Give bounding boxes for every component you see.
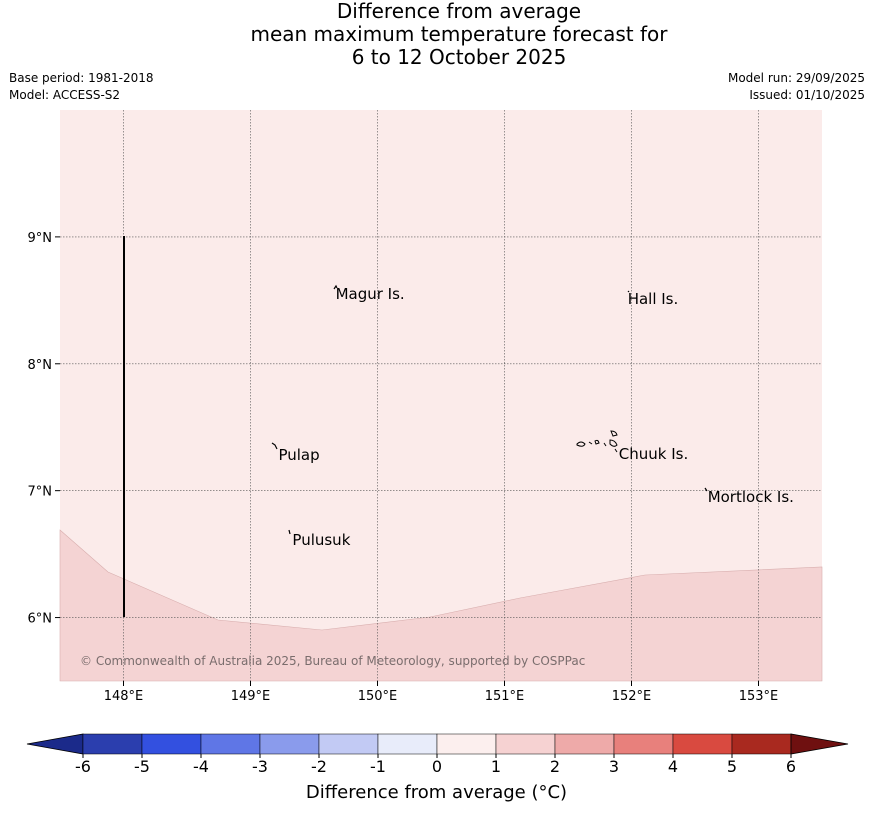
colorbar-tick-label: -5 (134, 757, 150, 776)
colorbar-tick-label: 4 (668, 757, 678, 776)
model-run: Model run: 29/09/2025 (727, 71, 865, 85)
lat-tick-label: 6°N (28, 612, 53, 627)
lon-tick-label: 152°E (612, 689, 652, 704)
colorbar: -6 -5 -4 -3 -2 -1 0 1 2 3 4 5 6 (26, 733, 849, 776)
map-area: Magur Is. Hall Is. Pulap Chuuk Is. Mortlock … (59, 110, 823, 682)
lat-tick-label: 9°N (28, 231, 53, 246)
colorbar-segment (141, 733, 202, 755)
colorbar-segment (554, 733, 615, 755)
place-label: Pulap (278, 446, 319, 464)
place-label: Pulusuk (292, 531, 350, 549)
magur-island-shape (333, 284, 338, 290)
colorbar-tick-label: 6 (786, 757, 796, 776)
place-label: Hall Is. (628, 290, 679, 308)
colorbar-segment (731, 733, 792, 755)
meta-right: Model run: 29/09/2025 Issued: 01/10/2025 (728, 70, 865, 104)
colorbar-segment (318, 733, 379, 755)
colorbar-tick-label: -4 (193, 757, 209, 776)
meta-left: Base period: 1981-2018 Model: ACCESS-S2 (9, 70, 154, 104)
lon-tick-label: 151°E (485, 689, 525, 704)
gridlines (60, 110, 822, 681)
colorbar-extend-low (26, 733, 84, 755)
colorbar-extend-high (790, 733, 849, 755)
title-line-1: Difference from average (336, 0, 582, 23)
colorbar-label: Difference from average (°C) (305, 782, 568, 803)
map-title: Difference from average mean maximum tem… (0, 0, 873, 69)
model-name: Model: ACCESS-S2 (9, 88, 121, 102)
colorbar-tick-label: -6 (75, 757, 91, 776)
colorbar-tick-label: 2 (550, 757, 560, 776)
colorbar-segment (672, 733, 733, 755)
pulusuk-island-shape (288, 529, 291, 535)
colorbar-tick-label: -2 (311, 757, 327, 776)
place-label: Chuuk Is. (619, 445, 688, 463)
title-line-2: mean maximum temperature forecast for (250, 22, 668, 46)
colorbar-segment (613, 733, 674, 755)
mortlock-island-shape (704, 487, 708, 492)
issued-date: Issued: 01/10/2025 (749, 88, 865, 102)
lon-tick-label: 150°E (358, 689, 398, 704)
base-period: Base period: 1981-2018 (9, 71, 154, 85)
anomaly-band-1-to-2 (59, 529, 823, 682)
colorbar-tick-label: 5 (727, 757, 737, 776)
title-line-3: 6 to 12 October 2025 (351, 45, 567, 69)
colorbar-tick-label: 3 (609, 757, 619, 776)
colorbar-tick-label: -1 (370, 757, 386, 776)
colorbar-tick-label: 0 (432, 757, 442, 776)
lon-tick-label: 149°E (231, 689, 271, 704)
place-label: Mortlock Is. (708, 488, 794, 506)
copyright-notice: © Commonwealth of Australia 2025, Bureau… (80, 654, 585, 668)
pulap-island-shape (271, 442, 278, 450)
colorbar-segment (495, 733, 556, 755)
colorbar-segment (436, 733, 497, 755)
place-label: Magur Is. (336, 285, 405, 303)
colorbar-tick-label: -3 (252, 757, 268, 776)
lat-tick-label: 8°N (28, 358, 53, 373)
colorbar-segment (259, 733, 320, 755)
place-labels: Magur Is. Hall Is. Pulap Chuuk Is. Mortlock … (278, 285, 793, 549)
lon-tick-label: 153°E (739, 689, 779, 704)
latitude-axis: 9°N 8°N 7°N 6°N (28, 231, 60, 627)
hall-island-shape (627, 290, 630, 293)
colorbar-tick-label: 1 (491, 757, 501, 776)
lat-tick-label: 7°N (28, 485, 53, 500)
longitude-axis: 148°E 149°E 150°E 151°E 152°E 153°E (104, 681, 779, 704)
colorbar-segment (200, 733, 261, 755)
lon-tick-label: 148°E (104, 689, 144, 704)
colorbar-segment (377, 733, 438, 755)
colorbar-segment (82, 733, 143, 755)
chuuk-island-shapes (576, 430, 618, 453)
island-outlines (271, 284, 708, 535)
